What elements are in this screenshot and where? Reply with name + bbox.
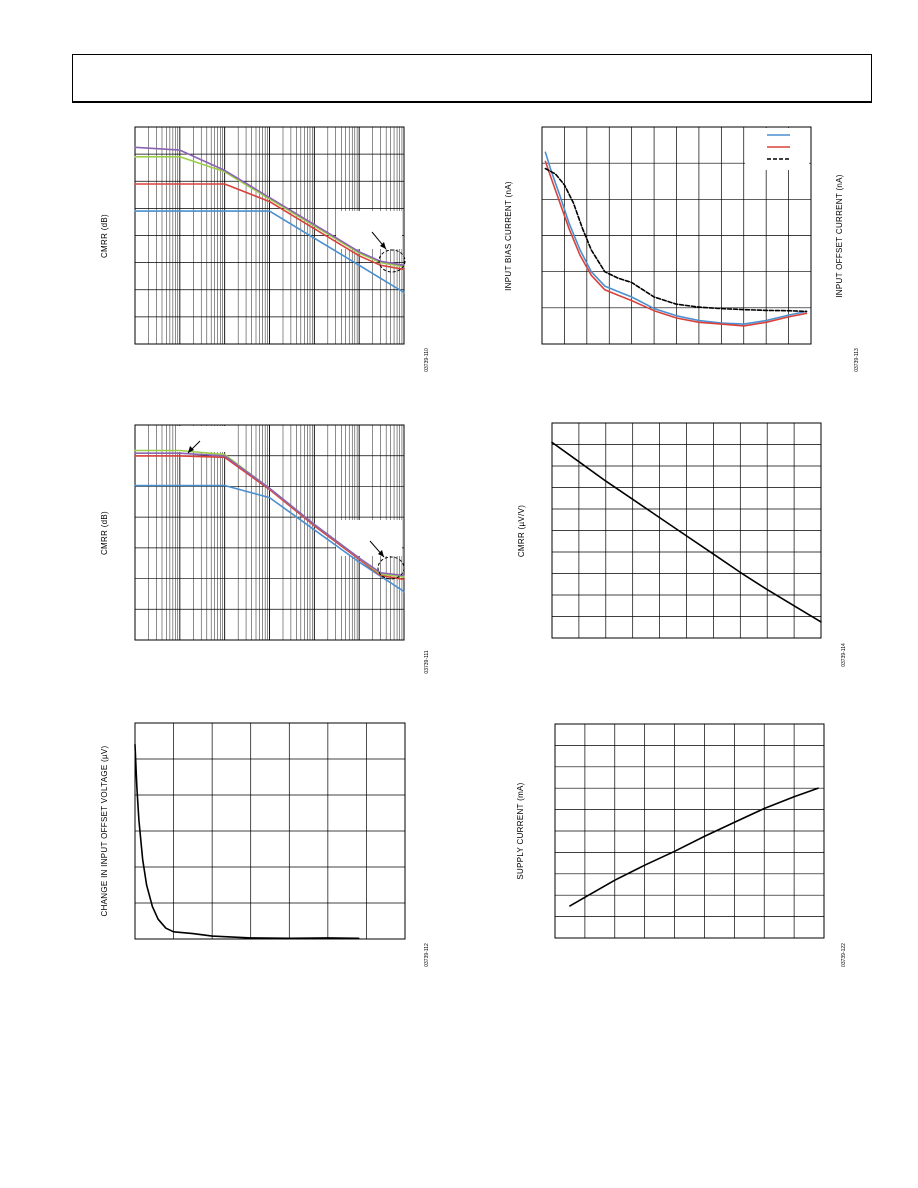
series-line-green [134,156,405,268]
chart-cmrr-frequency-2: CMRR (dB) 03739-111 [100,424,430,674]
series-line-red [134,183,405,271]
figure-id: 03739-111 [424,650,430,673]
y-axis-label: SUPPLY CURRENT (mA) [516,782,525,879]
y-axis-label: CMRR (dB) [100,214,109,258]
series-line-black [544,167,808,313]
y-axis-label: INPUT BIAS CURRENT (nA) [504,181,513,291]
chart-supply-current: SUPPLY CURRENT (mA) 03739-122 [516,723,847,967]
series-line-blue [544,151,808,325]
callout-circle [378,249,406,273]
y-axis-label: CMRR (dB) [100,511,109,555]
callout-arrowhead-top [188,446,194,453]
chart-offset-voltage-change: CHANGE IN INPUT OFFSET VOLTAGE (µV) 0373… [100,722,430,967]
y-axis-label: CMRR (µV/V) [517,505,526,557]
series-lines [134,449,405,593]
annotation-box [336,211,402,249]
annotation-box [336,520,402,556]
chart-cmrr-frequency-1: CMRR (dB) 03739-110 [100,126,430,372]
callout-arrowhead [380,242,386,249]
callout-circle [377,556,405,580]
grid-lines [135,723,405,939]
series-line-red [134,455,405,581]
figure-id: 03739-114 [841,643,847,667]
series-lines [569,787,819,907]
series-line-black [569,787,819,907]
callout-arrowhead [378,550,384,557]
series-line-blue [134,210,405,294]
series-line-purple [134,146,405,267]
figure-id: 03739-112 [424,943,430,967]
series-line-black [134,743,360,940]
grid-lines [552,423,821,638]
y-axis-label: CHANGE IN INPUT OFFSET VOLTAGE (µV) [100,745,109,916]
series-line-red [544,160,808,327]
series-lines [551,441,822,623]
page-header [72,54,872,103]
grid-lines [555,724,824,938]
chart-cmrr-uvv: CMRR (µV/V) 03739-114 [517,422,847,667]
series-line-black [551,441,822,623]
series-lines [134,146,405,294]
figure-id: 03739-122 [841,943,847,967]
annotation-box-top [176,426,228,452]
series-line-blue [134,484,405,593]
figure-id: 03739-113 [854,348,860,372]
series-line-purple [134,452,405,577]
series-lines [134,743,360,940]
chart-input-bias-current: INPUT BIAS CURRENT (nA) INPUT OFFSET CUR… [504,126,860,372]
y-axis-label-right: INPUT OFFSET CURRENT (nA) [835,174,844,298]
figure-id: 03739-110 [424,348,430,372]
series-lines [544,151,808,327]
